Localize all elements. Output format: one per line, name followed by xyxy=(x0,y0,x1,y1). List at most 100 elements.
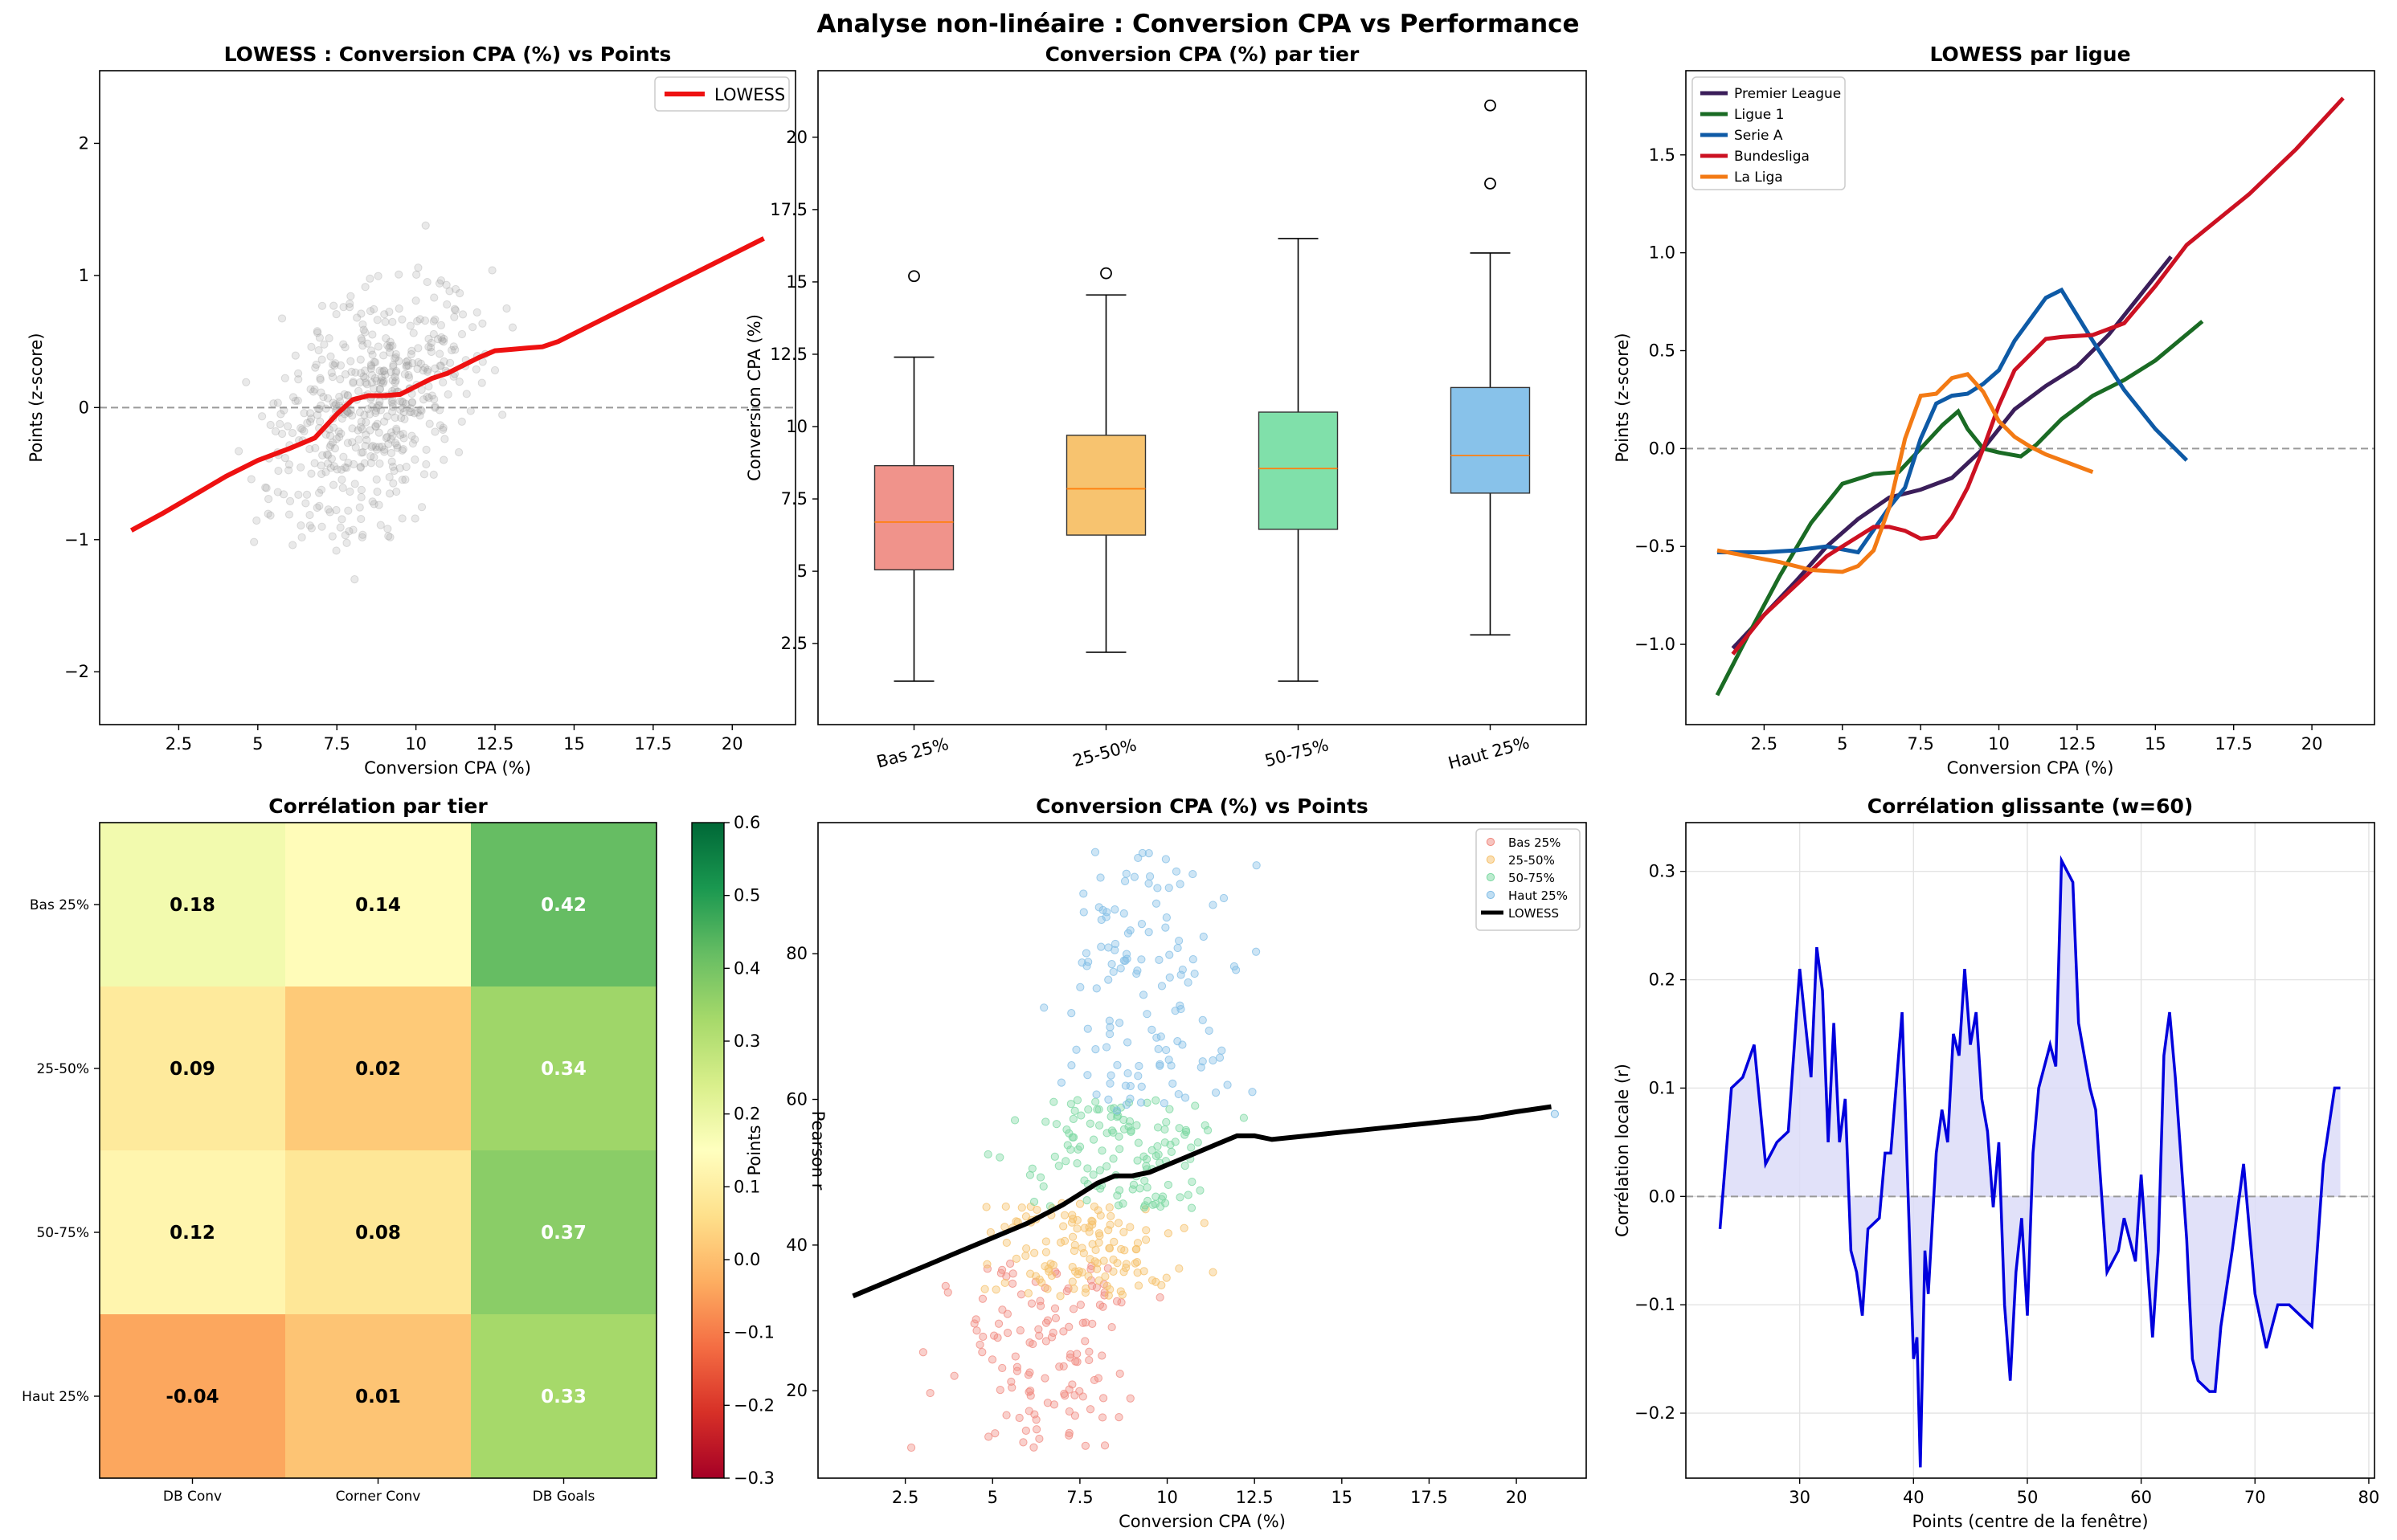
scatter-point xyxy=(242,378,251,386)
scatter-point xyxy=(389,362,398,371)
scatter-point xyxy=(338,484,347,492)
y-tick-label: 1.5 xyxy=(1649,145,1675,165)
y-tick-label: 0 xyxy=(79,398,89,417)
scatter-point xyxy=(478,319,487,328)
scatter-point xyxy=(391,376,400,385)
scatter-point xyxy=(307,524,316,533)
scatter-point xyxy=(266,420,275,430)
scatter-point xyxy=(1126,1094,1135,1103)
scatter-point xyxy=(382,434,391,443)
x-tick-label: 20 xyxy=(2301,734,2323,754)
scatter-point xyxy=(1022,1244,1031,1253)
scatter-point xyxy=(384,439,393,448)
scatter-point xyxy=(1105,1244,1115,1253)
scatter-point xyxy=(366,451,375,461)
scatter-point xyxy=(1093,1264,1102,1273)
scatter-point xyxy=(1016,1290,1026,1299)
colorbar-tick-label: 0.3 xyxy=(734,1031,760,1051)
scatter-point xyxy=(1122,869,1131,878)
x-tick-label: 5 xyxy=(252,734,263,754)
scatter-point xyxy=(411,514,419,523)
scatter-point xyxy=(1084,1272,1093,1281)
scatter-point xyxy=(276,419,284,428)
heatmap-cell xyxy=(100,823,286,987)
scatter-point xyxy=(1067,1218,1077,1227)
scatter-point xyxy=(438,336,447,345)
scatter-point xyxy=(391,373,399,382)
scatter-point xyxy=(323,394,333,402)
scatter-point xyxy=(1180,1161,1189,1170)
row-label: 25-50% xyxy=(36,1061,89,1077)
scatter-point xyxy=(1113,1060,1122,1070)
scatter-point xyxy=(336,374,345,384)
panel-title: Conversion CPA (%) vs Points xyxy=(1036,795,1368,818)
scatter-point xyxy=(1078,1318,1087,1327)
scatter-point xyxy=(1040,1003,1049,1012)
scatter-point xyxy=(1086,1255,1094,1264)
scatter-point xyxy=(1209,901,1217,909)
scatter-point xyxy=(1099,1394,1108,1403)
scatter-point xyxy=(310,459,319,468)
scatter-point xyxy=(1029,1197,1039,1207)
scatter-point xyxy=(1012,1254,1021,1263)
x-tick-label: 15 xyxy=(2145,734,2166,754)
scatter-point xyxy=(1075,1387,1084,1395)
scatter-point xyxy=(1162,1117,1171,1126)
heatmap-cell xyxy=(285,1314,472,1479)
scatter-point xyxy=(1012,1366,1021,1375)
scatter-point xyxy=(392,424,401,433)
scatter-point xyxy=(356,463,365,472)
scatter-point xyxy=(1215,1053,1225,1062)
scatter-point xyxy=(375,366,384,375)
x-axis-label: Points (centre de la fenêtre) xyxy=(1912,1512,2148,1531)
scatter-point xyxy=(279,490,288,499)
scatter-point xyxy=(399,429,407,439)
scatter-point xyxy=(1180,1093,1190,1102)
box-iqr xyxy=(1450,386,1531,494)
scatter-point xyxy=(457,329,467,339)
panel-lowess-league: LOWESS par ligue 2.5 5 7.5 10 12.5 15 17.5 20 Con… xyxy=(1613,43,2375,778)
scatter-point xyxy=(1019,1438,1028,1447)
scatter-point xyxy=(252,516,261,525)
scatter-point xyxy=(1094,1374,1103,1383)
scatter-point xyxy=(1090,1257,1099,1266)
scatter-point xyxy=(1115,1132,1123,1141)
scatter-point xyxy=(332,505,341,515)
scatter-point xyxy=(326,352,335,361)
figure-title: Analyse non-linéaire : Conversion CPA vs… xyxy=(816,10,1579,39)
scatter-point xyxy=(1008,1279,1017,1288)
scatter-point xyxy=(477,378,486,387)
scatter-point xyxy=(398,476,407,484)
scatter-point xyxy=(307,342,316,351)
scatter-point xyxy=(440,435,449,443)
scatter-point xyxy=(1102,908,1111,917)
scatter-point xyxy=(1109,967,1118,976)
scatter-point xyxy=(346,292,355,300)
scatter-point xyxy=(297,423,305,433)
legend-label: Haut 25% xyxy=(1508,888,1568,903)
scatter-point xyxy=(370,357,378,366)
scatter-point xyxy=(1047,1333,1057,1342)
scatter-point xyxy=(357,334,366,343)
scatter-point xyxy=(1041,1248,1051,1256)
y-tick-label: −1 xyxy=(64,530,89,549)
scatter-point xyxy=(235,447,243,455)
scatter-point xyxy=(378,378,387,388)
scatter-point xyxy=(1082,1196,1091,1205)
scatter-point xyxy=(1161,923,1170,932)
heatmap-cell xyxy=(471,986,657,1151)
scatter-point xyxy=(1550,1109,1559,1118)
scatter-point xyxy=(355,503,364,512)
scatter-point xyxy=(366,426,374,435)
scatter-point xyxy=(429,317,438,326)
box-iqr xyxy=(1258,411,1339,530)
scatter-point xyxy=(382,432,392,441)
scatter-point xyxy=(1151,1096,1160,1105)
scatter-point xyxy=(439,378,448,387)
panel-heatmap: 0.18 0.14 0.42 0.09 0.02 0.34 0.12 0.08 0.37 -0.0… xyxy=(22,795,828,1505)
scatter-point xyxy=(370,500,378,509)
scatter-point xyxy=(1089,1170,1098,1179)
scatter-point xyxy=(373,488,382,496)
scatter-point xyxy=(427,347,436,357)
scatter-point xyxy=(1153,1123,1163,1132)
